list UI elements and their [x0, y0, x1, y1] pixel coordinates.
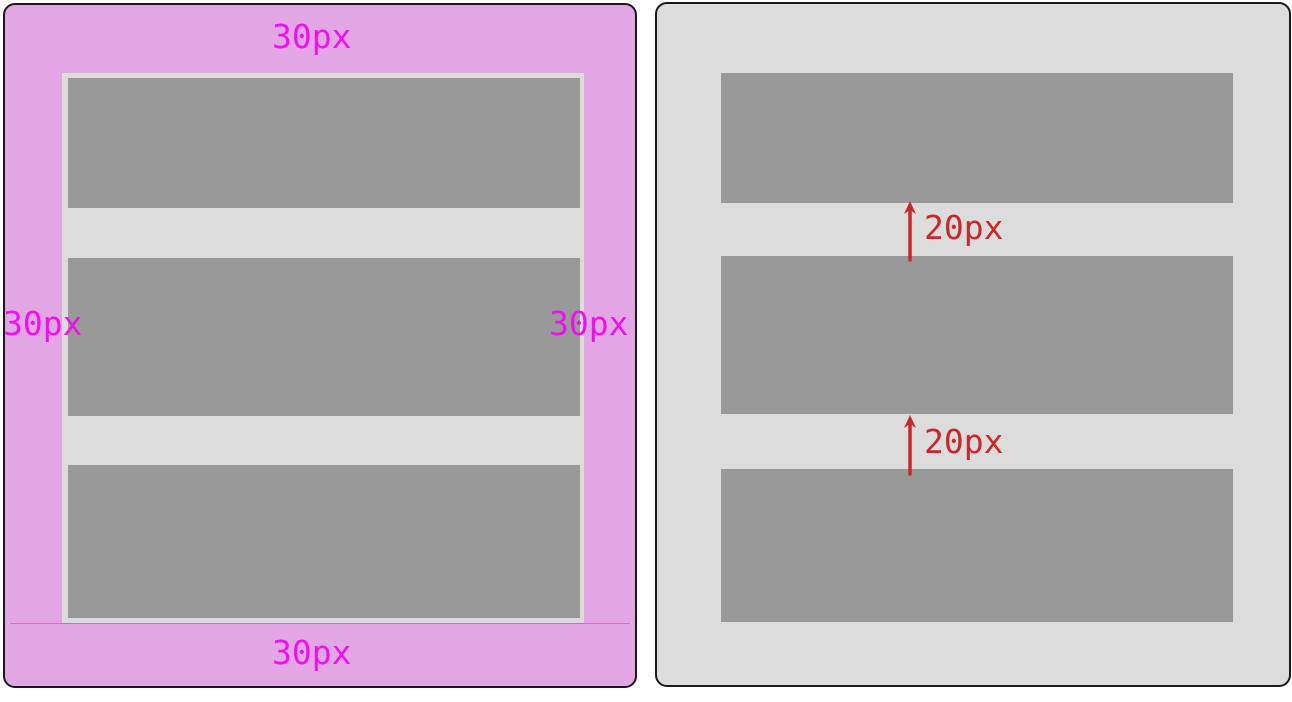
gap-container: [655, 2, 1291, 687]
gap-block-1: [721, 73, 1233, 203]
gap-block-2: [721, 256, 1233, 414]
padding-left-label: 30px: [3, 304, 83, 343]
content-block-2: [68, 258, 580, 416]
padding-right-label: 30px: [549, 304, 629, 343]
padding-top-label: 30px: [272, 17, 352, 56]
padding-content-area: [62, 73, 584, 623]
content-block-3: [68, 465, 580, 618]
content-block-1: [68, 78, 580, 208]
padding-container: [3, 3, 637, 688]
padding-bottom-label: 30px: [272, 633, 352, 672]
gap-arrow-icon: [904, 201, 916, 262]
gap-label-2: 20px: [924, 422, 1004, 461]
gap-label-1: 20px: [924, 208, 1004, 247]
padding-bottom-edge: [10, 623, 630, 624]
gap-block-3: [721, 469, 1233, 622]
gap-arrow-icon: [904, 415, 916, 476]
